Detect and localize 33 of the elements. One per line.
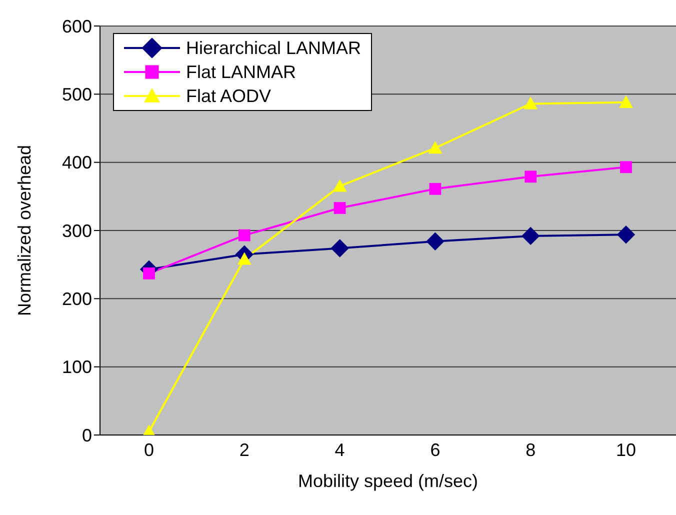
y-axis-title: Normalized overhead <box>14 144 34 316</box>
x-tick-label: 6 <box>430 440 440 460</box>
point <box>524 96 538 110</box>
x-tick-label: 10 <box>616 440 636 460</box>
point <box>524 170 537 183</box>
point <box>616 225 636 244</box>
y-tick-label: 600 <box>62 16 92 36</box>
point <box>334 202 346 214</box>
x-tick-label: 8 <box>526 440 536 460</box>
y-tick-label: 100 <box>62 357 92 378</box>
x-tick-label: 4 <box>334 440 345 460</box>
legend-label: Flat LANMAR <box>186 62 296 82</box>
legend-label: Hierarchical LANMAR <box>186 38 362 58</box>
point <box>237 252 252 265</box>
y-tick-label: 200 <box>62 289 92 310</box>
point <box>332 179 347 192</box>
point <box>619 95 633 108</box>
x-axis-title: Mobility speed (m/sec) <box>298 471 478 491</box>
point <box>330 239 349 258</box>
point <box>143 267 155 280</box>
x-tick-label: 2 <box>239 440 250 460</box>
point <box>238 229 250 242</box>
y-tick-label: 0 <box>82 425 92 446</box>
point <box>522 226 540 246</box>
y-tick-label: 500 <box>62 84 92 105</box>
legend-label: Flat AODV <box>186 86 272 106</box>
point <box>426 232 444 251</box>
x-tick-label: 0 <box>144 440 154 460</box>
point <box>620 161 632 174</box>
point <box>428 141 442 154</box>
y-tick-label: 300 <box>62 220 92 241</box>
y-tick-label: 400 <box>62 152 92 173</box>
point <box>429 182 442 195</box>
